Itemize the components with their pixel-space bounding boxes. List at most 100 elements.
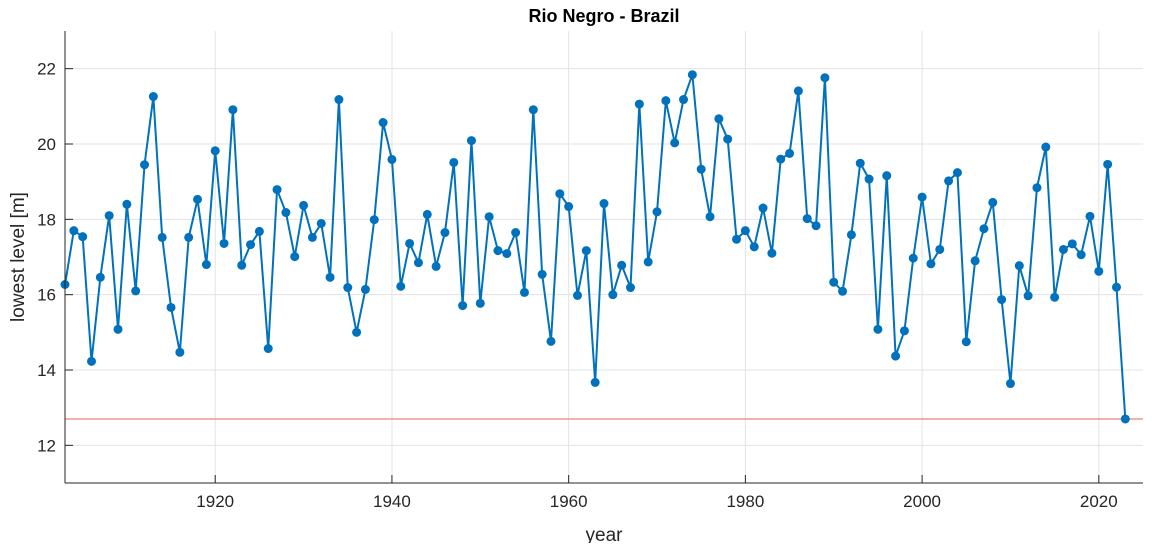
data-point (1058, 244, 1068, 254)
x-axis-label: year (586, 525, 624, 543)
data-point (307, 232, 317, 242)
data-point (458, 301, 468, 311)
data-point (69, 226, 79, 236)
data-point (1120, 414, 1130, 424)
data-point (970, 256, 980, 266)
data-point (899, 326, 909, 336)
data-point (104, 211, 114, 221)
data-point (1094, 266, 1104, 276)
data-point (157, 232, 167, 242)
data-point (652, 207, 662, 217)
data-point (166, 302, 176, 312)
data-point (829, 277, 839, 287)
data-point (670, 138, 680, 148)
data-point (634, 99, 644, 109)
data-point (449, 157, 459, 167)
data-points (60, 70, 1130, 424)
data-point (299, 200, 309, 210)
data-point (705, 212, 715, 222)
data-point (334, 95, 344, 105)
data-point (811, 221, 821, 231)
data-point (838, 286, 848, 296)
data-point (369, 215, 379, 225)
data-point (820, 73, 830, 83)
data-point (599, 199, 609, 209)
data-point (193, 194, 203, 204)
data-point (608, 290, 618, 300)
data-point (1014, 261, 1024, 271)
data-point (201, 260, 211, 270)
data-point (564, 202, 574, 212)
chart-title: Rio Negro - Brazil (528, 6, 679, 26)
data-point (78, 232, 88, 242)
data-point (908, 253, 918, 263)
x-ticks: 1920 1940 1960 1980 2000 2020 (65, 475, 1143, 511)
data-point (643, 257, 653, 267)
data-point (555, 189, 565, 199)
data-point (979, 224, 989, 234)
data-point (246, 240, 256, 250)
data-point (952, 168, 962, 178)
data-point (1041, 142, 1051, 152)
data-point (122, 199, 132, 209)
data-point (882, 171, 892, 181)
data-point (87, 356, 97, 366)
data-point (431, 261, 441, 271)
data-point (511, 228, 521, 238)
data-point (917, 192, 927, 202)
grid (65, 31, 1143, 483)
data-point (581, 246, 591, 256)
data-point (316, 218, 326, 228)
data-point (696, 164, 706, 174)
data-point (422, 209, 432, 219)
data-point (732, 234, 742, 244)
data-point (855, 158, 865, 168)
y-tick-label: 20 (37, 135, 56, 154)
data-point (776, 154, 786, 164)
data-point (228, 105, 238, 115)
data-point (1067, 239, 1077, 249)
data-point (131, 286, 141, 296)
data-point (343, 283, 353, 293)
data-point (767, 248, 777, 258)
data-point (749, 242, 759, 252)
data-point (519, 287, 529, 297)
data-point (219, 238, 229, 248)
data-point (1050, 292, 1060, 302)
data-point (926, 259, 936, 269)
y-tick-label: 16 (37, 286, 56, 305)
data-point (679, 95, 689, 105)
y-ticks: 12 14 16 18 20 22 (37, 31, 73, 483)
data-point (272, 185, 282, 195)
data-point (263, 344, 273, 354)
data-point (546, 336, 556, 346)
data-point (1111, 282, 1121, 292)
y-axis-label: lowest level [m] (8, 192, 29, 322)
data-point (140, 160, 150, 170)
data-point (793, 86, 803, 96)
data-point (502, 249, 512, 259)
data-point (210, 146, 220, 156)
x-tick-label: 2020 (1080, 492, 1118, 511)
x-tick-label: 2000 (903, 492, 941, 511)
data-point (281, 208, 291, 218)
data-point (723, 134, 733, 144)
data-point (740, 226, 750, 236)
data-point (864, 174, 874, 184)
y-tick-label: 14 (37, 361, 56, 380)
data-point (113, 324, 123, 334)
y-tick-label: 22 (37, 60, 56, 79)
data-point (396, 281, 406, 291)
data-point (961, 337, 971, 347)
data-point (846, 230, 856, 240)
data-point (758, 203, 768, 213)
data-point (360, 284, 370, 294)
data-point (617, 260, 627, 270)
data-point (184, 232, 194, 242)
y-tick-label: 12 (37, 436, 56, 455)
data-point (175, 347, 185, 357)
data-point (944, 176, 954, 186)
data-point (325, 272, 335, 282)
data-point (440, 228, 450, 238)
data-point (572, 290, 582, 300)
